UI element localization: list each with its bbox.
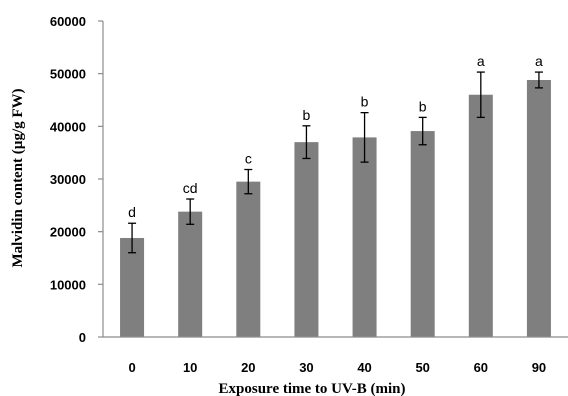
bar-40 bbox=[352, 137, 377, 337]
x-tick-label: 90 bbox=[532, 360, 546, 375]
y-tick-label: 20000 bbox=[50, 225, 86, 240]
significance-letter: b bbox=[361, 94, 369, 110]
x-tick-label: 20 bbox=[241, 360, 255, 375]
bar-50 bbox=[410, 131, 435, 337]
error-bar-10 bbox=[186, 198, 195, 225]
x-tick-label: 0 bbox=[128, 360, 135, 375]
error-bar-90 bbox=[534, 71, 543, 89]
error-bar-0 bbox=[128, 222, 137, 254]
error-bar-60 bbox=[476, 71, 485, 119]
significance-letter: c bbox=[245, 151, 252, 167]
x-tick-label: 40 bbox=[357, 360, 371, 375]
y-tick-label: 40000 bbox=[50, 119, 86, 134]
error-bar-50 bbox=[418, 116, 427, 146]
error-bar-40 bbox=[360, 111, 369, 163]
error-bar-30 bbox=[302, 125, 311, 160]
significance-letter: d bbox=[128, 204, 136, 220]
bar-90 bbox=[526, 79, 551, 337]
y-axis-ticks: 0 10000 20000 30000 40000 50000 60000 bbox=[50, 14, 103, 345]
x-tick-label: 50 bbox=[415, 360, 429, 375]
significance-letter: b bbox=[419, 98, 427, 114]
bar-20 bbox=[236, 181, 261, 337]
y-tick-label: 30000 bbox=[50, 172, 86, 187]
significance-letters: d cd c b b b a a bbox=[128, 53, 543, 220]
x-tick-label: 30 bbox=[299, 360, 313, 375]
bar-0 bbox=[120, 237, 145, 337]
error-bars bbox=[128, 71, 543, 254]
y-tick-label: 10000 bbox=[50, 277, 86, 292]
x-tick-label: 60 bbox=[474, 360, 488, 375]
bar-60 bbox=[468, 94, 493, 337]
y-tick-label: 0 bbox=[79, 330, 86, 345]
significance-letter: a bbox=[535, 53, 543, 69]
significance-letter: b bbox=[303, 107, 311, 123]
error-bar-20 bbox=[244, 168, 253, 195]
significance-letter: cd bbox=[183, 180, 198, 196]
x-tick-label: 10 bbox=[183, 360, 197, 375]
x-axis-ticks: 0 10 20 30 40 50 60 90 bbox=[128, 360, 546, 375]
bar-30 bbox=[294, 142, 319, 337]
y-axis-title: Malvidin content (µg/g FW) bbox=[10, 88, 26, 267]
bar-10 bbox=[178, 211, 203, 337]
y-tick-label: 50000 bbox=[50, 67, 86, 82]
bars bbox=[120, 79, 551, 337]
x-axis-title: Exposure time to UV-B (min) bbox=[219, 381, 406, 396]
y-tick-label: 60000 bbox=[50, 14, 86, 29]
significance-letter: a bbox=[477, 53, 485, 69]
